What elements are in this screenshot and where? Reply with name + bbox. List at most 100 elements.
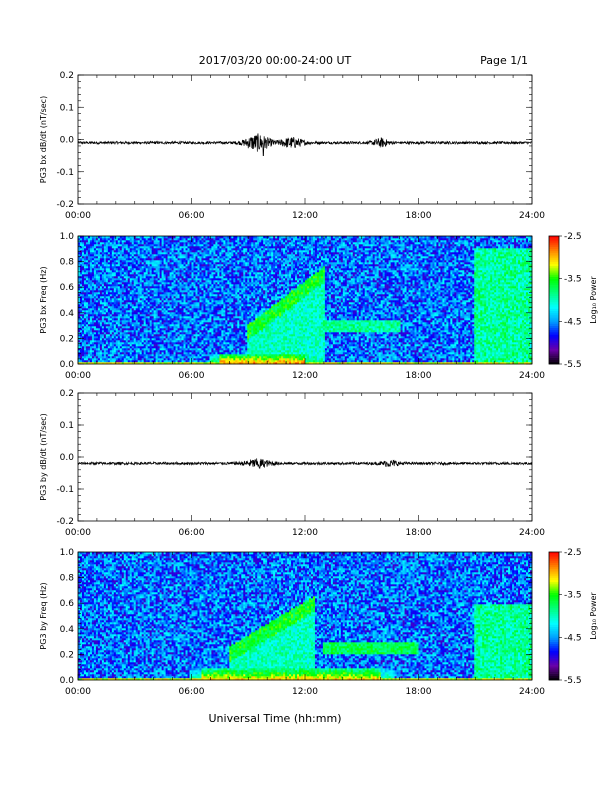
spectrogram-cell [211, 264, 214, 267]
spectrogram-cell [189, 270, 192, 273]
spectrogram-cell [205, 252, 208, 255]
spectrogram-cell [153, 262, 156, 265]
spectrogram-cell [133, 326, 137, 329]
spectrogram-cell [143, 316, 146, 319]
spectrogram-cell [153, 340, 156, 343]
spectrogram-cell [113, 256, 117, 259]
spectrogram-cell [109, 250, 113, 253]
spectrogram-cell [151, 260, 154, 263]
spectrogram-cell [89, 290, 93, 293]
spectrogram-cell [115, 314, 119, 317]
spectrogram-cell [161, 246, 164, 249]
spectrogram-cell [223, 316, 226, 319]
spectrogram-cell [193, 240, 196, 243]
spectrogram-cell [85, 302, 89, 305]
spectrogram-cell [155, 270, 158, 273]
spectrogram-cell [133, 286, 137, 289]
spectrogram-cell [171, 310, 174, 313]
spectrogram-cell [177, 250, 180, 253]
spectrogram-cell [111, 352, 115, 355]
spectrogram-cell [113, 326, 117, 329]
spectrogram-cell [189, 302, 192, 305]
spectrogram-cell [101, 362, 105, 365]
spectrogram-cell [91, 298, 95, 301]
spectrogram-cell [189, 306, 192, 309]
spectrogram-cell [151, 356, 154, 359]
spectrogram-cell [191, 318, 194, 321]
spectrogram-cell [193, 260, 196, 263]
spectrogram-cell [95, 238, 99, 241]
spectrogram-cell [223, 282, 226, 285]
spectrogram-cell [85, 250, 89, 253]
spectrogram-cell [169, 308, 172, 311]
spectrogram-cell [217, 290, 220, 293]
spectrogram-cell [125, 320, 129, 323]
spectrogram-cell [151, 294, 154, 297]
spectrogram-cell [117, 362, 121, 365]
spectrogram-cell [161, 322, 164, 325]
spectrogram-cell [123, 274, 127, 277]
spectrogram-cell [227, 350, 230, 353]
spectrogram-cell [109, 244, 113, 247]
spectrogram-cell [179, 240, 182, 243]
spectrogram-cell [199, 336, 202, 339]
spectrogram-cell [167, 350, 170, 353]
spectrogram-cell [199, 298, 202, 301]
spectrogram-cell [149, 352, 152, 355]
spectrogram-cell [225, 336, 228, 339]
spectrogram-cell [79, 296, 83, 299]
spectrogram-cell [217, 338, 220, 341]
spectrogram-cell [115, 264, 119, 267]
spectrogram-cell [181, 306, 184, 309]
spectrogram-cell [83, 244, 87, 247]
spectrogram-cell [209, 346, 212, 349]
spectrogram-cell [105, 306, 109, 309]
spectrogram-cell [175, 278, 178, 281]
spectrogram-cell [155, 332, 158, 335]
spectrogram-cell [199, 326, 202, 329]
spectrogram-cell [159, 322, 162, 325]
spectrogram-cell [175, 314, 178, 317]
spectrogram-cell [209, 310, 212, 313]
spectrogram-cell [161, 250, 164, 253]
spectrogram-cell [91, 276, 95, 279]
spectrogram-cell [157, 304, 160, 307]
spectrogram-cell [131, 246, 135, 249]
spectrogram-cell [97, 334, 101, 337]
spectrogram-cell [143, 360, 146, 363]
spectrogram-cell [185, 268, 188, 271]
spectrogram-cell [167, 306, 170, 309]
spectrogram-cell [129, 246, 133, 249]
spectrogram-cell [203, 278, 206, 281]
spectrogram-cell [179, 330, 182, 333]
spectrogram-cell [153, 300, 156, 303]
spectrogram-cell [127, 348, 131, 351]
spectrogram-cell [195, 250, 198, 253]
spectrogram-cell [119, 252, 123, 255]
spectrogram-cell [177, 336, 180, 339]
spectrogram-cell [213, 362, 216, 365]
spectrogram-cell [193, 236, 196, 239]
spectrogram-cell [115, 356, 119, 359]
spectrogram-cell [149, 306, 152, 309]
spectrogram-cell [87, 328, 91, 331]
spectrogram-cell [169, 268, 172, 271]
spectrogram-cell [139, 278, 143, 281]
spectrogram-cell [215, 242, 218, 245]
spectrogram-cell [107, 322, 111, 325]
spectrogram-cell [133, 276, 137, 279]
spectrogram-cell [99, 342, 103, 345]
spectrogram-cell [117, 272, 121, 275]
spectrogram-cell [139, 362, 143, 365]
spectrogram-cell [91, 290, 95, 293]
spectrogram-cell [157, 314, 160, 317]
spectrogram-cell [229, 348, 232, 351]
spectrogram-cell [175, 332, 178, 335]
spectrogram-cell [119, 338, 123, 341]
spectrogram-cell [223, 324, 226, 327]
spectrogram-cell [137, 354, 141, 357]
spectrogram-cell [99, 326, 103, 329]
spectrogram-cell [99, 328, 103, 331]
spectrogram-cell [139, 268, 143, 271]
y-tick-label: -0.2 [56, 200, 74, 210]
